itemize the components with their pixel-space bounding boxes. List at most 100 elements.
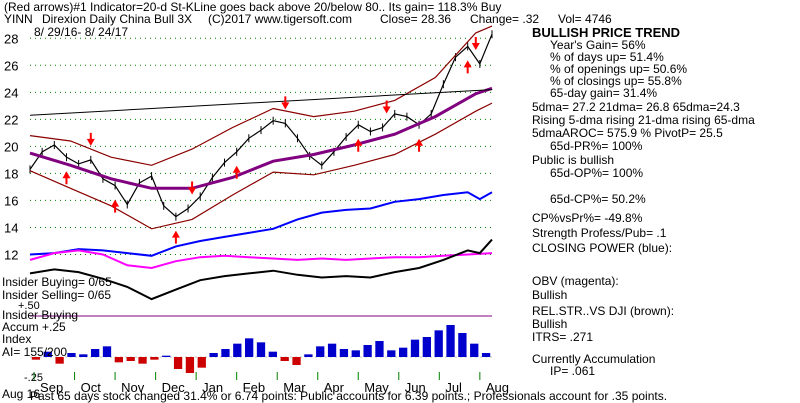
accumulation-index-panel: [30, 315, 492, 373]
x-tick-label-Jul: Jul: [445, 380, 462, 395]
openings-up: % of openings up= 50.6%: [550, 62, 688, 76]
accum-bar: [280, 357, 289, 361]
accum-bar: [55, 357, 64, 364]
sell-arrow-icon: [86, 132, 95, 146]
cp-percent: 65d-CP%= 50.2%: [550, 192, 646, 206]
resistance-line: [29, 89, 493, 116]
accum-bar: [173, 357, 183, 369]
x-tick-label-Jun: Jun: [405, 380, 426, 395]
days-up: % of days up= 51.4%: [550, 50, 664, 64]
price-grid: [30, 37, 492, 255]
insider-buying-label: Insider Buying: [2, 308, 79, 322]
accum-bar: [304, 354, 313, 357]
accum-index-minus: -.25: [24, 372, 43, 384]
series-relative-strength-vs-dji: [29, 238, 493, 301]
copyright: (C)2017 www.tigersoft.com: [208, 12, 353, 26]
relative-strength-status: Bullish: [532, 317, 568, 331]
buy-arrow-icon: [354, 138, 363, 152]
series-obv: [29, 249, 493, 270]
ai-value: AI= 155/200: [2, 345, 68, 359]
accum-bar: [114, 357, 123, 363]
y-tick-label-18: 18: [4, 166, 18, 181]
series-65-dma: [29, 86, 493, 190]
accum-bar: [79, 354, 88, 357]
signal-arrows: [62, 36, 480, 244]
accum-bar: [209, 353, 218, 357]
series-upper-band: [29, 25, 493, 166]
accum-bar: [233, 343, 242, 357]
x-tick-label-Oct: Oct: [81, 380, 102, 395]
y-tick-label-24: 24: [4, 85, 18, 100]
x-tick-label-Nov: Nov: [121, 380, 145, 395]
rising-averages: Rising 5-dma rising 21-dma rising 65-dma: [532, 113, 755, 127]
itrs-value: ITRS= .271: [532, 330, 594, 344]
x-tick-label-Jan: Jan: [202, 380, 223, 395]
accum-bar: [67, 353, 76, 357]
volume-value: Vol= 4746: [558, 12, 612, 26]
series-price-daily-close-: [29, 33, 493, 218]
series-lower-band: [29, 102, 493, 230]
accum-bar: [292, 357, 301, 365]
accum-bar: [126, 357, 135, 361]
y-axis-ticks: 28 26 24 22 20 18 16 14 12: [4, 31, 18, 262]
obv-value-label: +.50: [18, 300, 40, 312]
date-range: 8/ 29/16- 8/ 24/17: [34, 25, 129, 39]
public-status: Public is bullish: [532, 153, 615, 167]
strength-ratio: Strength Profess/Pub= .1: [532, 226, 667, 240]
op-percent: 65d-OP%= 100%: [550, 166, 644, 180]
close-value: Close= 28.36: [380, 12, 452, 26]
symbol: YINN: [4, 12, 33, 26]
buy-arrow-icon: [415, 138, 424, 152]
buy-arrow-icon: [111, 199, 120, 213]
chart-series: [29, 25, 493, 301]
index-label: Index: [2, 332, 32, 346]
accum-bar: [422, 337, 431, 357]
obv-label: OBV (magenta):: [532, 274, 619, 288]
buy-arrow-icon: [232, 165, 241, 179]
insider-buying-count: Insider Buying= 0/65: [2, 275, 112, 289]
gain-65-day: 65-day gain= 31.4%: [550, 86, 658, 100]
sell-arrow-icon: [471, 36, 480, 50]
x-tick-label-Sep: Sep: [40, 380, 63, 395]
change-value: Change= .32: [470, 12, 540, 26]
accum-bar: [43, 351, 52, 357]
accum-bar: [150, 357, 159, 360]
accum-bar: [446, 325, 455, 357]
x-tick-label-Dec: Dec: [162, 380, 186, 395]
fund-name: Direxion Daily China Bull 3X: [42, 12, 193, 26]
current-accumulation: Currently Accumulation: [532, 352, 656, 366]
accum-bar: [102, 346, 112, 357]
accum-bar: [31, 357, 41, 360]
moving-averages: 5dma= 27.2 21dma= 26.8 65dma=24.3: [532, 100, 740, 114]
accum-bar: [363, 345, 372, 357]
accum-bar: [434, 330, 443, 357]
y-tick-label-22: 22: [4, 112, 18, 127]
x-tick-label-Mar: Mar: [283, 380, 306, 395]
accum-bar: [387, 350, 396, 357]
insider-selling-count: Insider Selling= 0/65: [2, 288, 112, 302]
accum-bar: [375, 341, 384, 357]
accum-bar: [268, 351, 277, 357]
indicator-signal-line: (Red arrows)#1 Indicator=20-d St-KLine g…: [4, 0, 502, 14]
accum-bar: [316, 346, 325, 357]
y-tick-label-16: 16: [4, 193, 18, 208]
accum-bar: [410, 339, 420, 357]
footer-summary: Past 65 days stock changed 31.4% or 6.74…: [30, 389, 668, 403]
y-tick-label-26: 26: [4, 58, 18, 73]
pr-percent: 65d-PR%= 100%: [550, 139, 643, 153]
accum-bar: [256, 342, 266, 357]
accum-bar: [197, 357, 206, 368]
accum-bar: [185, 357, 195, 373]
relative-strength-label: REL.STR..VS DJI (brown):: [532, 304, 675, 318]
y-tick-label-20: 20: [4, 139, 18, 154]
accum-bar: [351, 350, 360, 357]
ip-value: IP= .061: [550, 364, 596, 378]
sell-arrow-icon: [281, 96, 290, 110]
buy-arrow-icon: [62, 171, 71, 185]
cp-vs-pr: CP%vsPr%= -49.8%: [532, 211, 643, 225]
series-closing-power: [29, 191, 493, 257]
buy-arrow-icon: [463, 60, 472, 74]
x-tick-label-Feb: Feb: [243, 380, 265, 395]
y-tick-label-12: 12: [4, 247, 18, 262]
accum-index-plus: Accum +.25: [2, 320, 66, 334]
